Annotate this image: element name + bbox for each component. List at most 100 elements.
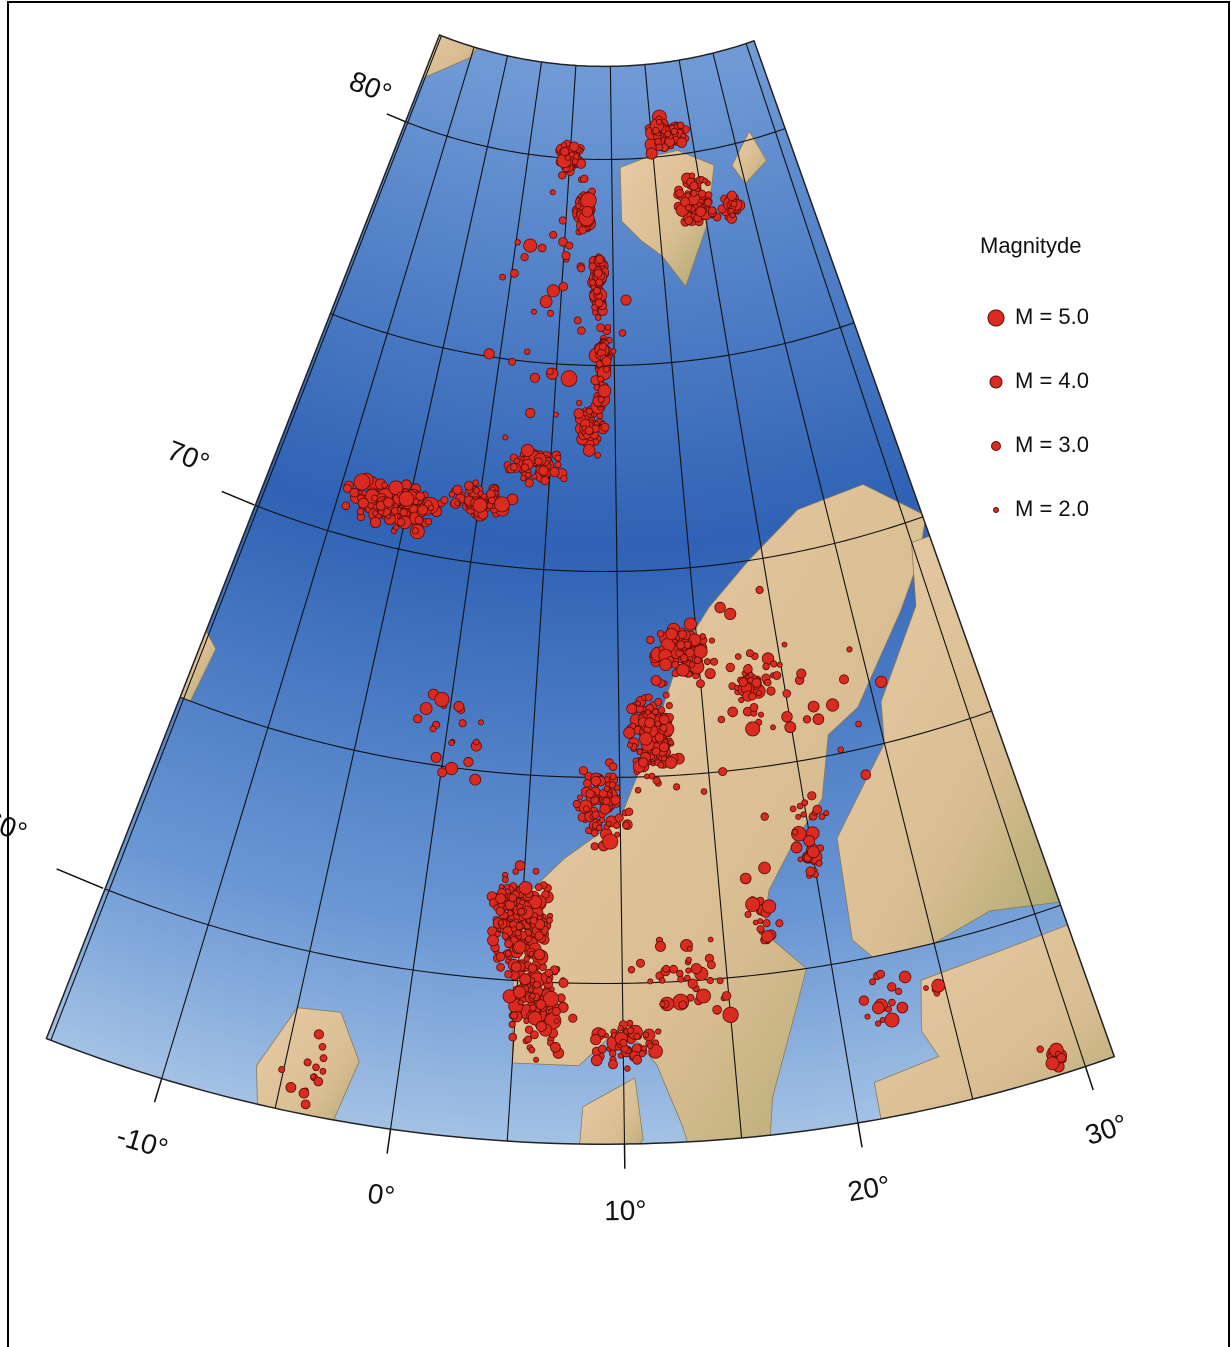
earthquake: [646, 148, 657, 159]
earthquake: [535, 458, 543, 466]
earthquake: [665, 131, 671, 137]
lon-label: 30°: [1081, 1108, 1131, 1151]
earthquake: [520, 900, 525, 905]
earthquake: [660, 715, 670, 725]
earthquake: [508, 910, 514, 916]
earthquake: [660, 659, 672, 671]
earthquake: [703, 178, 708, 183]
earthquake: [528, 964, 536, 972]
earthquake: [839, 675, 848, 684]
earthquake: [701, 789, 707, 795]
earthquake: [521, 475, 527, 481]
earthquake: [636, 701, 641, 706]
earthquake: [826, 699, 838, 711]
earthquake: [859, 996, 869, 1006]
earthquake: [666, 628, 678, 640]
earthquake: [581, 193, 597, 209]
earthquake: [677, 138, 687, 148]
earthquake: [807, 846, 819, 858]
earthquake: [876, 676, 887, 687]
earthquake: [550, 231, 557, 238]
earthquake: [686, 649, 695, 658]
parallel: [0, 1261, 1221, 1347]
earthquake: [524, 956, 529, 961]
earthquake: [550, 1042, 560, 1052]
earthquake: [529, 1047, 535, 1053]
earthquake: [679, 1001, 687, 1009]
earthquake: [655, 698, 662, 705]
earthquake: [555, 462, 561, 468]
earthquake: [661, 756, 666, 761]
earthquake: [785, 722, 796, 733]
earthquake: [559, 172, 566, 179]
earthquake: [420, 703, 432, 715]
earthquake: [1057, 1054, 1066, 1063]
earthquake: [647, 1043, 653, 1049]
earthquake: [400, 509, 407, 516]
earthquake: [801, 812, 806, 817]
earthquake: [561, 143, 566, 148]
earthquake: [886, 1006, 892, 1012]
earthquake: [705, 669, 715, 679]
earthquake: [658, 762, 664, 768]
earthquake: [763, 920, 770, 927]
earthquake: [595, 315, 601, 321]
earthquake: [636, 959, 644, 967]
earthquake: [286, 1082, 296, 1092]
legend-item: M = 2.0: [1015, 496, 1089, 521]
earthquake: [838, 747, 844, 753]
earthquake: [555, 455, 561, 461]
earthquake: [655, 721, 661, 727]
earthquake: [513, 869, 519, 875]
earthquake: [696, 207, 706, 217]
earthquake: [870, 979, 876, 985]
earthquake: [394, 525, 399, 530]
earthquake: [709, 638, 714, 643]
earthquake: [370, 517, 380, 527]
earthquake: [496, 907, 504, 915]
earthquake: [749, 693, 756, 700]
earthquake: [673, 784, 679, 790]
lon-tick: [155, 1079, 162, 1103]
earthquake: [676, 189, 684, 197]
earthquake: [762, 931, 774, 943]
earthquake: [576, 203, 581, 208]
earthquake: [581, 175, 589, 183]
earthquake: [532, 474, 537, 479]
earthquake: [500, 274, 506, 280]
lon-tick: [1085, 1066, 1093, 1089]
lon-label: 0°: [366, 1178, 397, 1212]
earthquake: [643, 1032, 649, 1038]
earthquake: [783, 690, 791, 698]
earthquake: [464, 757, 473, 766]
earthquake: [684, 618, 696, 630]
earthquake: [577, 400, 582, 405]
earthquake: [717, 978, 723, 984]
earthquake: [791, 842, 802, 853]
earthquake: [877, 970, 885, 978]
earthquake: [691, 964, 701, 974]
earthquake: [509, 1021, 515, 1027]
earthquake: [924, 986, 929, 991]
earthquake: [591, 843, 598, 850]
earthquake: [496, 894, 506, 904]
legend-symbol: [990, 376, 1002, 388]
earthquake: [656, 144, 663, 151]
earthquake: [730, 213, 735, 218]
earthquake: [609, 763, 617, 771]
earthquake: [541, 477, 549, 485]
earthquake: [694, 645, 707, 658]
earthquake: [628, 743, 633, 748]
earthquake: [776, 920, 783, 927]
earthquake: [739, 678, 748, 687]
earthquake: [756, 586, 763, 593]
earthquake: [670, 965, 678, 973]
earthquake: [470, 774, 481, 785]
earthquake: [534, 949, 545, 960]
earthquake: [357, 508, 364, 515]
earthquake: [530, 373, 539, 382]
earthquake: [546, 977, 551, 982]
earthquake: [624, 727, 635, 738]
earthquake: [545, 969, 553, 977]
earthquake: [813, 805, 822, 814]
